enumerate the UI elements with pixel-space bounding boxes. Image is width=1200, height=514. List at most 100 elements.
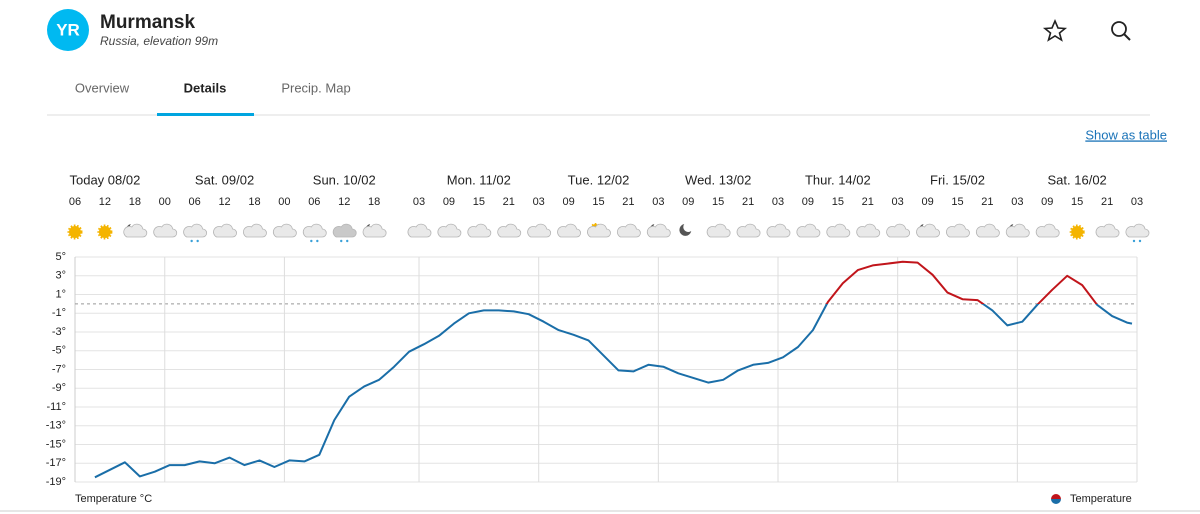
day-label: Thur. 14/02 — [805, 172, 871, 187]
snow — [1132, 239, 1136, 243]
legend-swatch-warm — [1051, 494, 1061, 499]
x-tick-label: 15 — [592, 196, 604, 208]
weather-icon — [332, 223, 357, 243]
weather-icon — [407, 223, 432, 238]
weather-icon — [362, 223, 387, 238]
x-tick-label: 15 — [951, 196, 963, 208]
x-tick-label: 12 — [99, 196, 111, 208]
x-tick-label: 03 — [1011, 196, 1023, 208]
x-tick-label: 12 — [218, 196, 230, 208]
y-tick-label: -13° — [46, 420, 66, 432]
x-tick-label: 00 — [278, 196, 290, 208]
x-tick-label: 15 — [473, 196, 485, 208]
snow — [316, 239, 319, 243]
weather-icon — [766, 223, 791, 238]
y-tick-label: 5° — [55, 251, 66, 263]
weather-icon — [736, 223, 761, 238]
x-tick-label: 00 — [159, 196, 171, 208]
weather-icon — [1125, 223, 1150, 243]
star-icon — [1042, 18, 1068, 42]
x-tick-label: 09 — [921, 196, 933, 208]
weather-icon — [856, 223, 881, 238]
tab[interactable]: Precip. Map — [281, 80, 350, 95]
logo[interactable]: YR — [47, 9, 89, 51]
cloud — [332, 223, 357, 238]
cloud — [1095, 223, 1120, 238]
cloud — [796, 223, 821, 238]
chart: 5° 3° 1° -1° -3° -5° -7° -9° -11° -13° -15° -17° -19… — [46, 172, 1150, 505]
x-tick-label: 03 — [772, 196, 784, 208]
weather-icon — [1005, 223, 1030, 238]
cloud — [736, 223, 761, 238]
day-label: Tue. 12/02 — [568, 172, 630, 187]
y-tick-label: -1° — [52, 307, 66, 319]
day-label: Mon. 11/02 — [447, 172, 511, 187]
favorite-button[interactable] — [1042, 18, 1068, 42]
snow — [190, 239, 193, 243]
legend-swatch-cold — [1051, 499, 1061, 504]
snow — [1138, 239, 1142, 243]
cloud — [557, 223, 581, 238]
cloud — [272, 223, 297, 238]
x-tick-label: 21 — [622, 196, 634, 208]
location-subtitle: Russia, elevation 99m — [100, 34, 218, 48]
weather-icon — [616, 223, 641, 238]
cloud — [1005, 223, 1030, 238]
x-tick-label: 03 — [413, 196, 425, 208]
cloud — [302, 223, 327, 238]
tab-active[interactable]: Details — [184, 80, 227, 95]
x-tick-label: 21 — [503, 196, 515, 208]
x-tick-label: 15 — [712, 196, 724, 208]
x-tick-label: 06 — [189, 196, 201, 208]
cloud — [946, 223, 970, 238]
y-tick-label: -19° — [46, 476, 66, 488]
search-icon — [1111, 21, 1127, 37]
cloud — [646, 223, 671, 238]
x-tick-label: 18 — [248, 196, 260, 208]
tab-indicator — [157, 113, 254, 116]
weather-icon — [826, 223, 851, 238]
cloud — [1035, 223, 1060, 238]
tab[interactable]: Overview — [75, 80, 130, 95]
x-tick-label: 18 — [368, 196, 380, 208]
search-button[interactable] — [1111, 21, 1131, 41]
location-title: Murmansk — [100, 12, 195, 33]
cloud — [527, 223, 552, 238]
weather-icon — [183, 223, 208, 243]
y-tick-label: -3° — [52, 326, 66, 338]
y-tick-label: 3° — [55, 270, 66, 282]
y-axis-label: Temperature °C — [75, 493, 152, 505]
x-tick-label: 15 — [832, 196, 844, 208]
weather-icon — [679, 224, 692, 236]
weather-icon — [886, 223, 911, 238]
snow — [310, 239, 313, 243]
sun — [97, 224, 113, 240]
snow — [340, 239, 343, 243]
cloud — [437, 223, 462, 238]
x-tick-label: 12 — [338, 196, 350, 208]
y-tick-label: -17° — [46, 457, 66, 469]
sun — [1069, 224, 1085, 240]
x-tick-label: 09 — [1041, 196, 1053, 208]
x-tick-label: 21 — [862, 196, 874, 208]
x-tick-label: 03 — [1131, 196, 1143, 208]
sun — [67, 224, 83, 240]
weather-icon — [916, 223, 940, 238]
cloud — [407, 223, 432, 238]
weather-icon — [243, 223, 267, 238]
weather-icon — [946, 223, 970, 238]
weather-icon — [302, 223, 327, 243]
weather-icon — [97, 224, 113, 240]
y-tick-label: -7° — [52, 363, 66, 375]
x-tick-label: 06 — [69, 196, 81, 208]
y-tick-label: -9° — [52, 382, 66, 394]
cloud — [706, 223, 731, 238]
cloud — [467, 223, 492, 238]
show-as-table-link[interactable]: Show as table — [1085, 127, 1167, 142]
cloud — [886, 223, 911, 238]
x-tick-label: 09 — [443, 196, 455, 208]
y-tick-label: -11° — [47, 401, 66, 413]
weather-icon — [123, 223, 148, 238]
weather-icon — [213, 223, 237, 238]
